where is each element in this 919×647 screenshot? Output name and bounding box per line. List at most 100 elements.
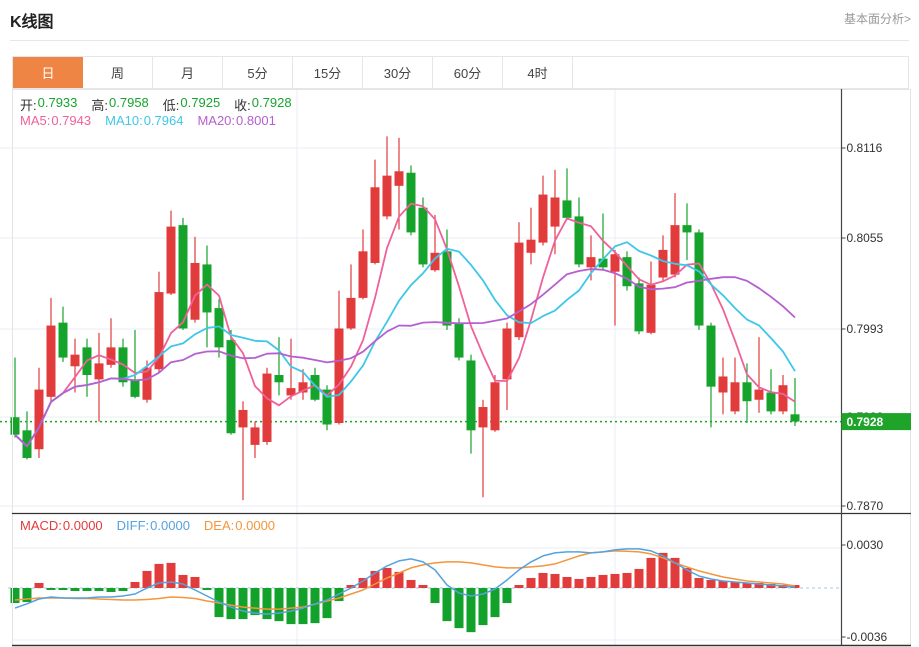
ma-line-ma5 (14, 202, 796, 448)
current-price-badge-label: 0.7928 (847, 415, 884, 429)
candle-body (718, 376, 728, 393)
tab-月[interactable]: 月 (153, 57, 223, 88)
candle-body (370, 187, 380, 263)
macd-bar (550, 573, 560, 588)
candle-body (790, 414, 800, 422)
legend-item: DEA: 0.0000 (203, 518, 276, 533)
ohlc-legend: 开: 0.7933 高: 0.7958 低: 0.7925 收: 0.7928 (20, 95, 292, 114)
tab-周[interactable]: 周 (83, 57, 153, 88)
macd-bar (682, 567, 692, 588)
macd-bar (226, 588, 236, 620)
candle-body (418, 207, 428, 265)
candle-body (250, 427, 260, 445)
candle-body (682, 225, 692, 233)
candle-body (394, 171, 404, 186)
axis-label: 0.8055 (847, 231, 884, 245)
macd-bar (658, 552, 668, 588)
current-price-badge (841, 413, 911, 431)
candle-body (22, 430, 32, 458)
macd-bar (58, 588, 68, 591)
macd-bar (70, 588, 80, 592)
macd-bar (418, 584, 428, 588)
macd-bar (562, 576, 572, 588)
candle-body (490, 382, 500, 431)
macd-bar (274, 588, 284, 622)
macd-bar (106, 588, 116, 593)
macd-bar (34, 582, 44, 588)
macd-bar (646, 557, 656, 588)
candle-body (274, 375, 284, 383)
macd-bar (202, 588, 212, 591)
candle-body (178, 225, 188, 329)
macd-bar (454, 588, 464, 629)
tab-30分[interactable]: 30分 (363, 57, 433, 88)
macd-bar (82, 588, 92, 592)
candle-body (778, 385, 788, 412)
axis-label: 0.7870 (847, 499, 884, 513)
candle-body (562, 200, 572, 218)
axis-label: -0.0036 (847, 630, 888, 644)
macd-bar (22, 588, 32, 603)
candle-body (730, 382, 740, 412)
candle-body (166, 226, 176, 294)
ma-line-ma20 (14, 268, 796, 448)
tab-日[interactable]: 日 (13, 57, 83, 88)
macd-bar (262, 588, 272, 620)
fundamental-analysis-link[interactable]: 基本面分析> (843, 12, 911, 26)
tab-5分[interactable]: 5分 (223, 57, 293, 88)
macd-bar (166, 562, 176, 588)
macd-bar (10, 588, 20, 604)
candles-layer (10, 136, 800, 501)
macd-bar (250, 588, 260, 616)
candle-body (226, 340, 236, 434)
candle-body (550, 197, 560, 227)
axis-label: 0.7993 (847, 322, 884, 336)
macd-bar (586, 576, 596, 588)
macd-bar (142, 570, 152, 588)
diff-line (14, 548, 796, 615)
candle-body (646, 284, 656, 333)
macd-legend: MACD: 0.0000 DIFF: 0.0000 DEA: 0.0000 (20, 518, 275, 533)
macd-bar (394, 571, 404, 588)
macd-bar (238, 588, 248, 620)
macd-bar (298, 588, 308, 625)
macd-bar (694, 577, 704, 588)
candle-body (154, 292, 164, 370)
tab-60分[interactable]: 60分 (433, 57, 503, 88)
macd-bar (514, 584, 524, 588)
page-title: K线图 (10, 14, 54, 31)
macd-bar (286, 588, 296, 625)
candle-body (466, 360, 476, 431)
legend-item: 低: 0.7925 (162, 95, 221, 113)
candle-body (10, 417, 20, 435)
macd-bar (718, 580, 728, 588)
candle-body (538, 194, 548, 243)
candle-body (670, 225, 680, 275)
legend-item: DIFF: 0.0000 (116, 518, 190, 533)
candle-body (34, 389, 44, 450)
candle-body (514, 242, 524, 338)
macd-bar (610, 573, 620, 588)
candle-body (754, 389, 764, 400)
macd-bar (490, 588, 500, 618)
tab-4时[interactable]: 4时 (503, 57, 573, 88)
macd-bar (574, 578, 584, 588)
macd-bar (178, 574, 188, 588)
tab-15分[interactable]: 15分 (293, 57, 363, 88)
macd-bar (742, 582, 752, 588)
macd-bar (622, 572, 632, 588)
candle-body (406, 172, 416, 233)
legend-item: 开: 0.7933 (20, 95, 78, 113)
candle-body (574, 216, 584, 265)
candle-body (382, 175, 392, 217)
ma-legend: MA5: 0.7943 MA10: 0.7964 MA20: 0.8001 (20, 113, 276, 128)
macd-bar (370, 570, 380, 588)
candle-body (610, 254, 620, 272)
candle-body (142, 367, 152, 400)
candle-body (694, 232, 704, 326)
candle-body (58, 322, 68, 358)
macd-bar (634, 568, 644, 588)
candle-body (742, 382, 752, 402)
header-divider (10, 40, 909, 41)
